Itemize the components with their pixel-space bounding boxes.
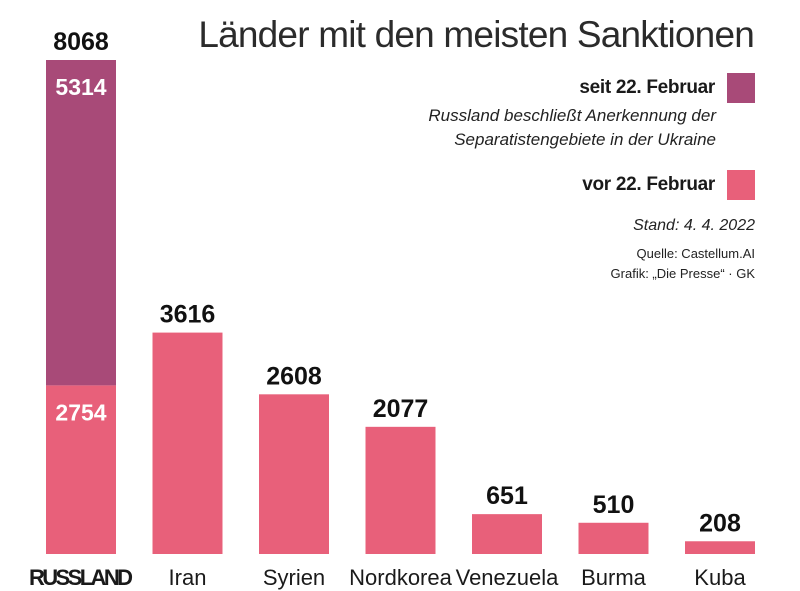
source-credit: Quelle: Castellum.AI <box>636 246 756 261</box>
legend-note-line1: Russland beschließt Anerkennung der <box>428 106 716 125</box>
legend-note-line2: Separatistengebiete in der Ukraine <box>454 130 716 149</box>
graphic-credit: Grafik: „Die Presse“ · GK <box>610 266 755 281</box>
total-label-russland: 8068 <box>53 28 109 56</box>
total-label-iran: 3616 <box>160 301 216 329</box>
category-label-iran: Iran <box>169 565 207 590</box>
category-label-venezuela: Venezuela <box>456 565 560 590</box>
category-label-syrien: Syrien <box>263 565 325 590</box>
legend-item-since: seit 22. Februar <box>579 73 755 103</box>
category-label-russland: RUSSLAND <box>29 565 133 590</box>
bar-burma-before <box>578 522 649 554</box>
bar-iran-before <box>152 332 223 554</box>
total-label-nordkorea: 2077 <box>373 395 429 423</box>
total-label-venezuela: 651 <box>486 482 528 510</box>
bar-nordkorea-before <box>365 426 436 554</box>
bar-russland-since <box>46 60 116 386</box>
total-label-burma: 510 <box>593 491 635 519</box>
total-label-kuba: 208 <box>699 509 741 537</box>
bar-venezuela-before <box>472 514 542 554</box>
legend-item-before: vor 22. Februar <box>582 170 755 200</box>
bar-russland-before <box>46 385 116 554</box>
total-label-syrien: 2608 <box>266 362 322 390</box>
category-label-burma: Burma <box>581 565 647 590</box>
value-label-russland-before: 2754 <box>55 399 106 425</box>
legend-swatch-since <box>727 73 755 103</box>
legend-label-since: seit 22. Februar <box>579 77 715 98</box>
category-label-nordkorea: Nordkorea <box>349 565 452 590</box>
legend-swatch-before <box>727 170 755 200</box>
date-stamp: Stand: 4. 4. 2022 <box>633 217 755 234</box>
legend-label-before: vor 22. Februar <box>582 174 715 195</box>
legend-note: Russland beschließt Anerkennung der Sepa… <box>428 104 716 152</box>
category-label-kuba: Kuba <box>694 565 746 590</box>
bar-syrien-before <box>259 394 329 554</box>
value-label-russland-since: 5314 <box>55 74 106 100</box>
bar-kuba-before <box>685 541 755 554</box>
chart-title: Länder mit den meisten Sanktionen <box>198 14 754 55</box>
